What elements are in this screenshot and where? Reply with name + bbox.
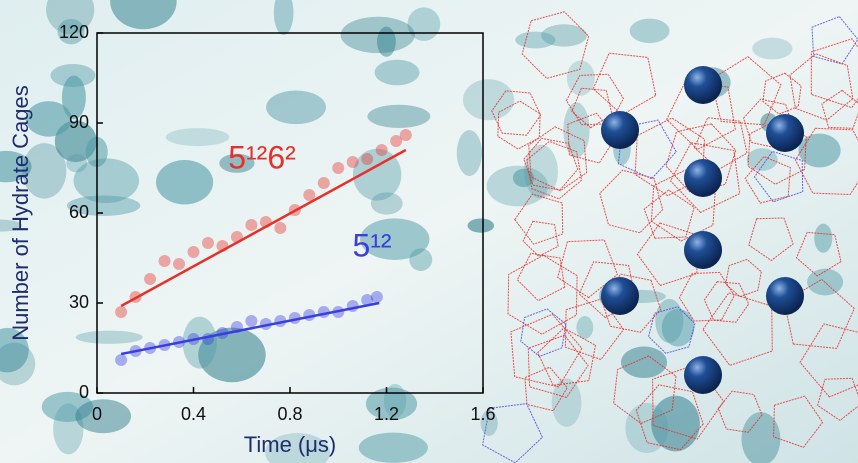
- data-point: [376, 144, 388, 156]
- y-tick-label: 30: [69, 292, 89, 312]
- texture-blob: [630, 19, 670, 43]
- y-tick-label: 90: [69, 112, 89, 132]
- texture-blob: [468, 218, 495, 232]
- y-tick-label: 60: [69, 202, 89, 222]
- y-tick-label: 0: [79, 382, 89, 402]
- figure: Time (μs) Number of Hydrate Cages 0 0.4 0.…: [0, 0, 858, 463]
- texture-blob: [463, 79, 514, 120]
- data-point: [115, 306, 127, 318]
- guest-molecule: [766, 114, 804, 152]
- data-point: [159, 255, 171, 267]
- data-point: [318, 177, 330, 189]
- texture-blob: [341, 17, 415, 53]
- data-point: [332, 162, 344, 174]
- texture-blob: [655, 299, 683, 343]
- guest-molecule: [684, 66, 722, 104]
- texture-blob: [75, 399, 131, 433]
- y-axis-label: Number of Hydrate Cages: [8, 85, 33, 341]
- texture-blob: [66, 154, 87, 172]
- texture-blob: [621, 346, 667, 378]
- series-label: 5¹²6²: [228, 139, 296, 175]
- data-point: [144, 273, 156, 285]
- data-point: [115, 354, 127, 366]
- texture-blob: [552, 378, 582, 427]
- x-tick-label: 0: [92, 404, 102, 424]
- guest-molecule: [684, 231, 722, 269]
- data-point: [245, 219, 257, 231]
- texture-blob: [752, 38, 792, 60]
- texture-blob: [563, 102, 589, 157]
- texture-blob: [166, 128, 229, 146]
- texture-blob: [515, 32, 555, 49]
- texture-blob: [156, 160, 213, 204]
- texture-blob: [798, 134, 840, 168]
- texture-blob: [625, 403, 668, 453]
- x-tick-label: 1.6: [470, 404, 495, 424]
- data-point: [188, 246, 200, 258]
- texture-blob: [457, 130, 482, 176]
- x-tick-label: 0.4: [181, 404, 206, 424]
- guest-molecule: [684, 356, 722, 394]
- data-point: [202, 237, 214, 249]
- x-tick-label: 0.8: [277, 404, 302, 424]
- texture-blob: [375, 60, 420, 86]
- data-point: [347, 156, 359, 168]
- texture-blob: [576, 316, 593, 339]
- guest-molecule: [601, 111, 639, 149]
- data-point: [361, 153, 373, 165]
- data-point: [173, 258, 185, 270]
- texture-blob: [747, 148, 778, 171]
- texture-blob: [266, 90, 326, 124]
- guest-molecule: [601, 277, 639, 315]
- x-axis-label: Time (μs): [244, 432, 337, 457]
- texture-blob: [367, 105, 430, 128]
- x-tick-label: 1.2: [374, 404, 399, 424]
- data-point: [245, 315, 257, 327]
- texture-blob: [359, 433, 428, 463]
- data-point: [274, 222, 286, 234]
- texture-blob: [76, 331, 143, 344]
- guest-molecule: [684, 159, 722, 197]
- data-point: [400, 129, 412, 141]
- series-label: 5¹²: [352, 227, 391, 263]
- texture-blob: [814, 224, 832, 253]
- data-point: [371, 291, 383, 303]
- guest-molecule: [766, 277, 804, 315]
- y-tick-label: 120: [59, 22, 89, 42]
